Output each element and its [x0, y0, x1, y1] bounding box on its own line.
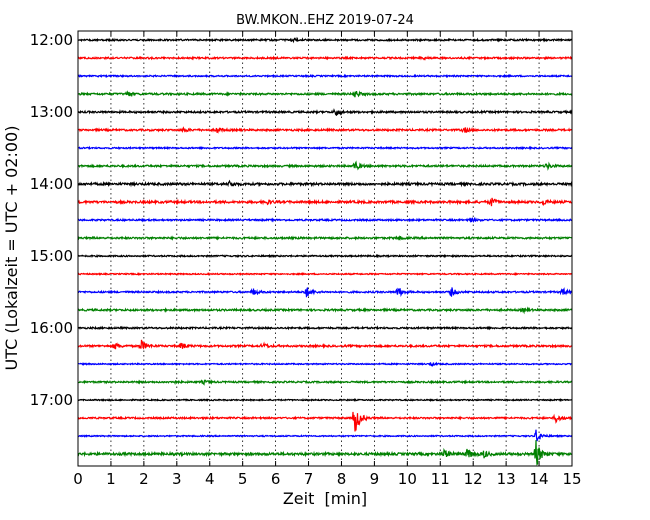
y-tick-label: 16:00 [30, 319, 73, 337]
x-tick-label: 13 [497, 470, 516, 488]
trace-1230 [77, 73, 573, 79]
y-tick-label: 14:00 [30, 175, 73, 193]
y-axis-ticks: 12:00 13:00 14:00 15:00 16:00 17:00 [30, 31, 572, 409]
trace-1530 [77, 287, 573, 298]
x-tick-label: 6 [271, 470, 281, 488]
x-tick-label: 3 [172, 470, 182, 488]
trace-1200 [77, 36, 573, 44]
y-tick-label: 13:00 [30, 103, 73, 121]
x-tick-label: 2 [139, 470, 149, 488]
trace-1600 [77, 325, 573, 331]
trace-1700 [77, 397, 573, 403]
x-tick-label: 8 [337, 470, 347, 488]
trace-1400 [77, 179, 573, 188]
trace-1300 [77, 108, 573, 116]
y-tick-label: 15:00 [30, 247, 73, 265]
x-tick-label: 10 [398, 470, 417, 488]
trace-1345 [77, 160, 573, 171]
trace-1430 [77, 216, 573, 224]
x-tick-label: 4 [205, 470, 215, 488]
trace-group [77, 36, 573, 466]
trace-1615 [77, 339, 573, 350]
trace-1645 [77, 378, 573, 386]
trace-1445 [77, 234, 573, 241]
trace-1500 [77, 253, 573, 259]
grid [110, 31, 540, 466]
chart-title: BW.MKON..EHZ 2019-07-24 [236, 13, 414, 28]
y-tick-label: 12:00 [30, 31, 73, 49]
trace-1745 [77, 440, 573, 466]
trace-1515 [77, 271, 573, 277]
y-tick-label: 17:00 [30, 391, 73, 409]
trace-1315 [77, 126, 573, 134]
trace-1715 [77, 411, 573, 432]
trace-1215 [77, 55, 573, 61]
x-tick-label: 11 [431, 470, 450, 488]
trace-1415 [77, 197, 573, 207]
x-axis-ticks: 0 1 2 3 4 5 6 7 8 9 10 11 12 13 14 15 [73, 31, 582, 488]
x-tick-label: 14 [530, 470, 549, 488]
x-tick-label: 0 [73, 470, 83, 488]
x-tick-label: 9 [370, 470, 380, 488]
trace-1545 [77, 306, 573, 315]
x-tick-label: 1 [106, 470, 116, 488]
trace-1730 [77, 429, 573, 442]
trace-1245 [77, 90, 573, 98]
x-axis-label: Zeit [min] [283, 489, 367, 508]
x-tick-label: 7 [304, 470, 314, 488]
x-tick-label: 12 [464, 470, 483, 488]
x-tick-label: 15 [562, 470, 581, 488]
x-tick-label: 5 [238, 470, 248, 488]
trace-1330 [77, 145, 573, 151]
y-axis-label: UTC (Lokalzeit = UTC + 02:00) [2, 126, 21, 371]
trace-1630 [77, 361, 573, 367]
plot-frame [77, 30, 573, 467]
